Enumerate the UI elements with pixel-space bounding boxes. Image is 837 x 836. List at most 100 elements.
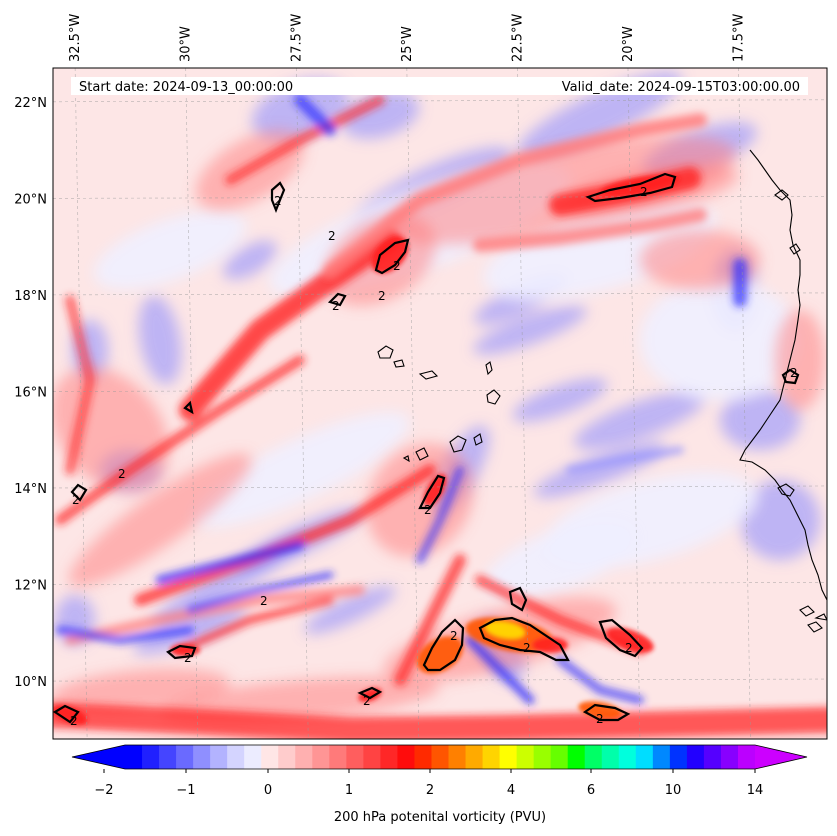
colorbar-segment: [737, 745, 756, 769]
contour-label: 2: [363, 694, 371, 708]
longitude-labels: 32.5°W 30°W 27.5°W 25°W 22.5°W 20°W 17.5°W: [68, 14, 746, 62]
meridian-line: [185, 68, 198, 739]
lon-label: 27.5°W: [289, 14, 304, 62]
near-zero-region: [190, 412, 410, 528]
colorbar-segment: [533, 745, 552, 769]
pv-band: [65, 295, 95, 475]
coastlines: [377, 149, 827, 633]
pv-band: [473, 208, 707, 252]
colorbar-segment: [397, 745, 415, 769]
pv-core: [485, 621, 525, 639]
colorbar-segment: [210, 745, 228, 769]
pv-neg-band: [465, 635, 535, 705]
pv-neg-band: [155, 540, 305, 585]
coastline: [807, 621, 823, 633]
colorbar-segment: [159, 745, 177, 769]
colorbar-segment: [686, 745, 705, 769]
colorbar: −2 −1 0 1 2 4 6 10 14: [71, 744, 808, 798]
colorbar-tick-label: 4: [507, 783, 515, 798]
contour-label: 2: [523, 641, 531, 655]
positive-blob: [68, 453, 252, 587]
colorbar-segment: [601, 745, 620, 769]
contour-label: 2: [118, 467, 126, 481]
colorbar-tick-label: 2: [426, 783, 434, 798]
lon-label: 17.5°W: [732, 14, 747, 62]
meridian-line: [295, 68, 309, 739]
lon-label: 20°W: [621, 26, 636, 62]
colorbar-segment: [193, 745, 211, 769]
pv-2-contour: [585, 172, 677, 203]
pv-2-contour: [418, 474, 446, 510]
contour-label: 2: [596, 712, 604, 726]
pv-2-contour: [270, 181, 286, 213]
pv-band: [55, 355, 305, 525]
contour-label: 2: [790, 366, 798, 380]
pv-2-contours: [53, 172, 800, 724]
island-outline: [473, 433, 483, 446]
lon-label: 22.5°W: [510, 14, 525, 62]
negative-blob: [512, 378, 608, 422]
colorbar-segment: [261, 745, 279, 769]
contour-label: 2: [424, 503, 432, 517]
colorbar-tick-label: 6: [587, 783, 595, 798]
positive-blob: [775, 310, 825, 410]
colorbar-segment: [550, 745, 569, 769]
pv-core: [53, 705, 88, 725]
pv-neg-band: [294, 94, 336, 136]
island-outline: [377, 345, 394, 359]
positive-blob: [383, 135, 737, 245]
island-outline: [449, 435, 467, 453]
pv-2-contour: [183, 400, 194, 415]
pv-band: [176, 596, 334, 654]
island-outline: [485, 361, 493, 376]
pv-2-contour: [582, 703, 631, 722]
colorbar-segment: [584, 745, 603, 769]
pv-neg-band: [566, 446, 684, 474]
colorbar-outline: [71, 744, 808, 770]
latitude-labels: 22°N 20°N 18°N 16°N 14°N 12°N 10°N: [14, 96, 47, 690]
positive-blob: [366, 443, 474, 557]
near-zero-region: [484, 520, 636, 600]
pv-band: [225, 95, 385, 185]
colorbar-label: 200 hPa potenital vorticity (PVU): [334, 810, 546, 825]
pv-core: [423, 473, 447, 507]
map-frame: [52, 67, 828, 740]
pv-2-contour: [327, 292, 347, 307]
pv-neg-band: [556, 656, 644, 704]
colorbar-segment: [176, 745, 194, 769]
negative-blob: [138, 295, 182, 385]
colorbar-tick-label: −2: [94, 783, 113, 798]
pv-core: [371, 236, 409, 274]
island-outline: [418, 370, 439, 380]
pv-2-contour: [357, 686, 383, 700]
pv-core: [416, 636, 464, 674]
lat-label: 18°N: [14, 289, 47, 304]
pv-band: [53, 702, 827, 739]
lat-label: 12°N: [14, 579, 47, 594]
pv-2-contour: [374, 238, 410, 275]
colorbar-segment: [278, 745, 296, 769]
colorbar-segment: [312, 745, 330, 769]
colorbar-segment: [465, 745, 484, 769]
positive-blob: [640, 230, 760, 290]
lat-label: 10°N: [14, 675, 47, 690]
pv-2-contour: [422, 618, 465, 672]
contour-label: 2: [450, 629, 458, 643]
negative-blob: [304, 586, 396, 634]
colorbar-tick-label: 1: [345, 783, 353, 798]
near-zero-region: [640, 280, 800, 400]
pv-band: [323, 113, 707, 277]
start-date-label: Start date: 2024-09-13_00:00:00: [79, 80, 293, 95]
island-outline: [393, 359, 405, 368]
lat-label: 22°N: [14, 96, 47, 111]
colorbar-tick-label: −1: [176, 783, 195, 798]
colorbar-segment: [567, 745, 586, 769]
lat-label: 14°N: [14, 482, 47, 497]
island-outline: [415, 447, 429, 461]
pv-band: [179, 229, 401, 421]
contour-label: 2: [70, 714, 78, 728]
coastline: [799, 605, 815, 617]
contour-label: 2: [260, 594, 268, 608]
pv-band: [394, 554, 466, 686]
